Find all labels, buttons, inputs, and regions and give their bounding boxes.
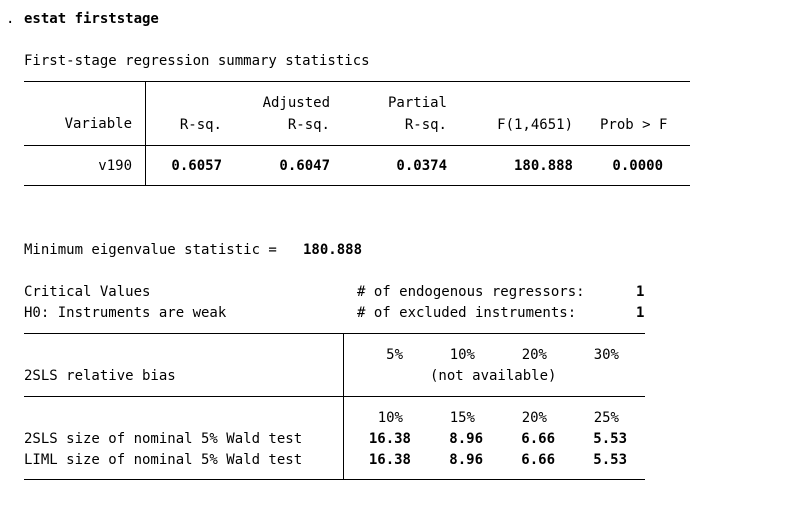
eigen-label: Minimum eigenvalue statistic = [24, 242, 286, 258]
row-adj-rsq: 0.6047 [279, 158, 330, 174]
header-adjusted: Adjusted [262, 95, 330, 111]
row-variable: v190 [98, 158, 132, 174]
header-prob-f: Prob > F [600, 117, 668, 133]
size-value: 6.66 [521, 431, 555, 447]
cv-column-divider [343, 333, 344, 480]
header-variable: Variable [64, 116, 132, 132]
command-prompt: . [6, 11, 15, 27]
endog-regressors-label: # of endogenous regressors: [357, 284, 585, 300]
eigen-value: 180.888 [303, 242, 363, 258]
bias-label: 2SLS relative bias [24, 368, 176, 384]
size-value: 8.96 [449, 431, 483, 447]
excluded-instruments-value: 1 [636, 305, 645, 321]
row-rsq: 0.6057 [171, 158, 222, 174]
size-value: 5.53 [593, 431, 627, 447]
bias-col-10: 10% [449, 347, 475, 363]
header-partial: Partial [387, 95, 447, 111]
bias-col-5: 5% [386, 347, 403, 363]
size-col-20: 20% [521, 410, 547, 426]
size-value: 6.66 [521, 452, 555, 468]
header-rsq: R-sq. [179, 117, 222, 133]
table-header-rule [24, 145, 690, 146]
cv-bottom-rule [24, 479, 645, 480]
table-bottom-rule [24, 185, 690, 186]
size-value: 5.53 [593, 452, 627, 468]
header-f-stat: F(1,4651) [497, 117, 573, 133]
table-column-divider [145, 81, 146, 186]
size-col-25: 25% [593, 410, 619, 426]
row-partial-rsq: 0.0374 [396, 158, 447, 174]
command-text: estat firststage [24, 11, 159, 27]
endog-regressors-value: 1 [636, 284, 645, 300]
cv-middle-rule [24, 396, 645, 397]
critical-values-title: Critical Values [24, 284, 151, 300]
bias-col-20: 20% [521, 347, 547, 363]
header-adjusted-rsq: R-sq. [287, 117, 330, 133]
size-value: 16.38 [368, 431, 411, 447]
size-value: 16.38 [368, 452, 411, 468]
size-row-label: LIML size of nominal 5% Wald test [24, 452, 303, 468]
cv-top-rule [24, 333, 645, 334]
first-stage-title: First-stage regression summary statistic… [24, 53, 370, 69]
header-partial-rsq: R-sq. [404, 117, 447, 133]
row-prob-f: 0.0000 [612, 158, 663, 174]
size-col-15: 15% [449, 410, 475, 426]
size-row-label: 2SLS size of nominal 5% Wald test [24, 431, 303, 447]
h0-label: H0: Instruments are weak [24, 305, 227, 321]
bias-col-30: 30% [593, 347, 619, 363]
row-f-stat: 180.888 [513, 158, 573, 174]
table-top-rule [24, 81, 690, 82]
excluded-instruments-label: # of excluded instruments: [357, 305, 577, 321]
bias-not-available: (not available) [430, 368, 557, 384]
size-value: 8.96 [449, 452, 483, 468]
size-col-10: 10% [377, 410, 403, 426]
